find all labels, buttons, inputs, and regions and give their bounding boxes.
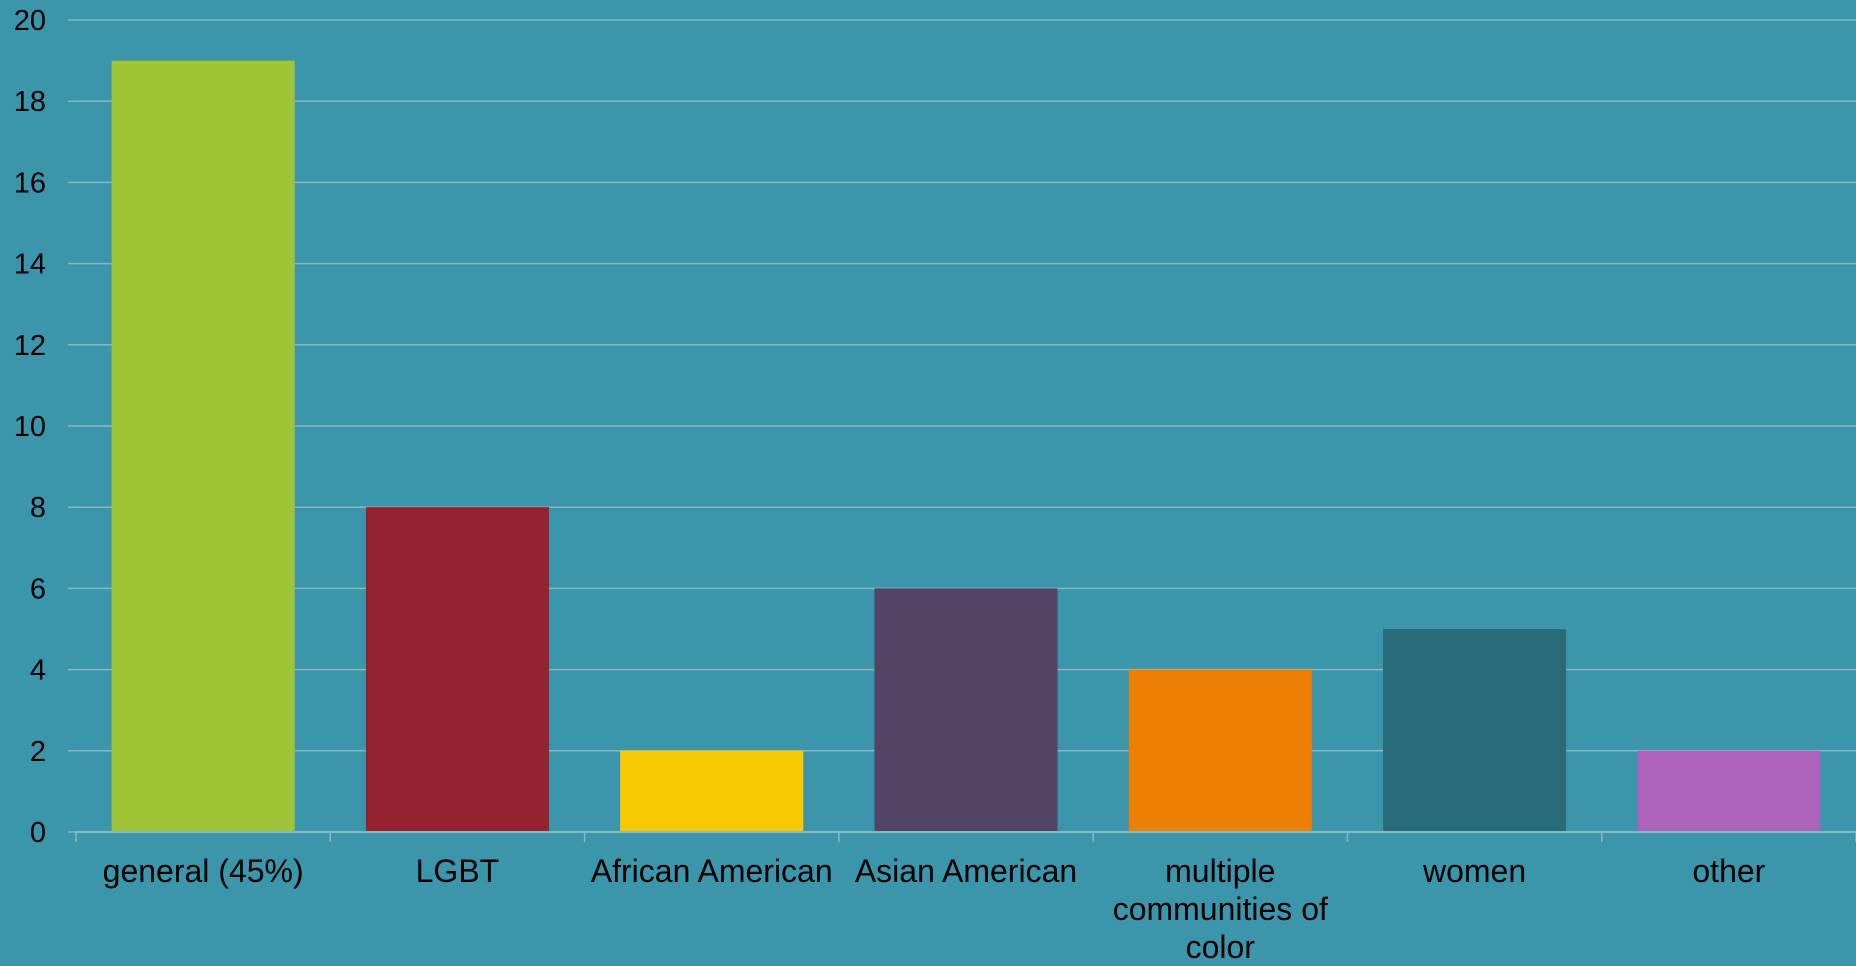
x-tick-label: African American (590, 853, 833, 889)
y-tick-label: 12 (14, 330, 46, 362)
bar (365, 507, 549, 832)
x-tick-label: LGBT (415, 853, 500, 889)
x-tick-label: other (1692, 853, 1766, 889)
bar (620, 750, 804, 832)
bar (1128, 669, 1312, 832)
y-tick-label: 6 (30, 573, 46, 605)
y-tick-label: 10 (14, 411, 46, 443)
y-tick-label: 8 (30, 492, 46, 524)
bar (1383, 629, 1567, 832)
y-tick-label: 14 (14, 249, 46, 281)
x-tick-label: general (45%) (102, 853, 304, 889)
y-tick-label: 18 (14, 86, 46, 118)
bar (111, 60, 295, 833)
y-tick-label: 0 (30, 817, 46, 849)
y-tick-label: 20 (14, 5, 46, 37)
x-tick-label: multiple communities of color (1112, 853, 1328, 965)
bar (1637, 750, 1821, 832)
bars (111, 60, 1821, 833)
y-tick-label: 4 (30, 655, 46, 687)
y-axis-tick-labels: 0 2 4 6 8 10 12 14 16 18 20 (14, 5, 46, 849)
x-axis (68, 19, 1856, 842)
y-tick-label: 16 (14, 167, 46, 199)
x-tick-label: Asian American (854, 853, 1078, 889)
bar (874, 588, 1058, 832)
x-tick-label: women (1422, 853, 1527, 889)
y-tick-label: 2 (30, 736, 46, 768)
